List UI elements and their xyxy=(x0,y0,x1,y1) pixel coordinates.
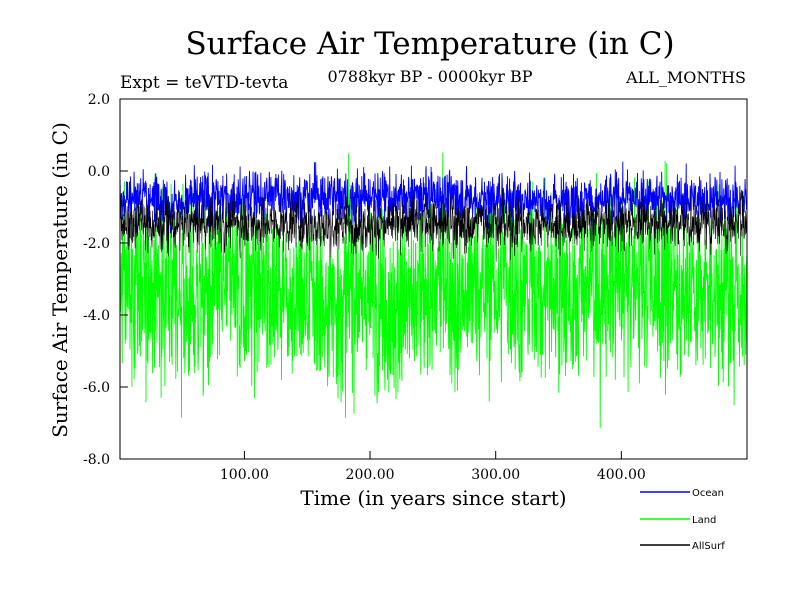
plot-frame xyxy=(119,98,748,460)
series-land-line xyxy=(119,152,748,428)
y-tick-label: -2.0 xyxy=(83,236,110,252)
x-tick-label: 100.00 xyxy=(220,467,269,483)
x-tick-label: 400.00 xyxy=(597,467,646,483)
months-label: ALL_MONTHS xyxy=(626,68,746,87)
series-layer xyxy=(119,152,748,428)
series-allsurf-line xyxy=(119,183,748,262)
legend: Ocean Land AllSurf xyxy=(640,488,725,552)
y-tick-label: -6.0 xyxy=(83,380,110,396)
ticks-layer: 100.00 200.00 300.00 400.00 2.0 0.0 -2.0 -4.0 -6… xyxy=(83,92,646,483)
series-ocean-line xyxy=(119,161,748,236)
y-tick-label: 2.0 xyxy=(88,92,110,108)
x-tick-label: 200.00 xyxy=(346,467,395,483)
legend-label-allsurf: AllSurf xyxy=(692,541,725,552)
y-tick-label: -4.0 xyxy=(83,308,110,324)
y-tick-label: 0.0 xyxy=(88,164,110,180)
period-label: 0788kyr BP - 0000kyr BP xyxy=(327,67,533,86)
y-tick-label: -8.0 xyxy=(83,452,110,468)
chart-title: Surface Air Temperature (in C) xyxy=(185,26,675,62)
experiment-label: Expt = teVTD-tevta xyxy=(120,73,289,93)
legend-label-ocean: Ocean xyxy=(692,488,724,499)
legend-label-land: Land xyxy=(692,515,716,526)
x-axis-label: Time (in years since start) xyxy=(300,486,567,510)
x-tick-label: 300.00 xyxy=(471,467,520,483)
